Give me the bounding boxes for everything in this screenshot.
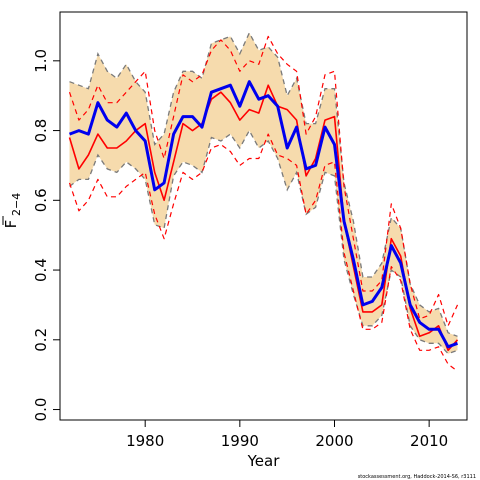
y-axis: 0.0 0.2 0.4 0.6 0.8 1.0 [32,49,60,422]
credit-text: stockassessment.org, Haddock-2014-S6, r3… [358,474,476,480]
x-axis-title: Year [247,452,281,470]
y-tick-label-1: 0.2 [32,328,50,352]
x-tick-label-1990: 1990 [221,432,259,450]
y-axis-title-main: F [2,220,20,229]
y-tick-label-3: 0.6 [32,188,50,212]
x-axis: 1980 1990 2000 2010 [126,419,448,450]
series-line-red [68,84,459,352]
confidence-band [69,32,458,354]
x-tick-label-2010: 2010 [410,432,448,450]
band-upper-edge [69,31,458,337]
y-tick-label-2: 0.4 [32,258,50,282]
y-axis-title-subscript: 2−4 [10,193,23,216]
band-lower-edge [69,129,458,355]
x-tick-label-2000: 2000 [315,432,353,450]
y-tick-label-0: 0.0 [32,398,50,422]
series-line-blue [68,80,459,349]
x-tick-label-1980: 1980 [126,432,164,450]
y-axis-title: F 2−4 [2,193,23,229]
series-line-red-dashed-3 [68,133,458,372]
y-tick-label-5: 1.0 [32,49,50,73]
plot-area [68,31,459,372]
y-tick-label-4: 0.8 [32,119,50,143]
